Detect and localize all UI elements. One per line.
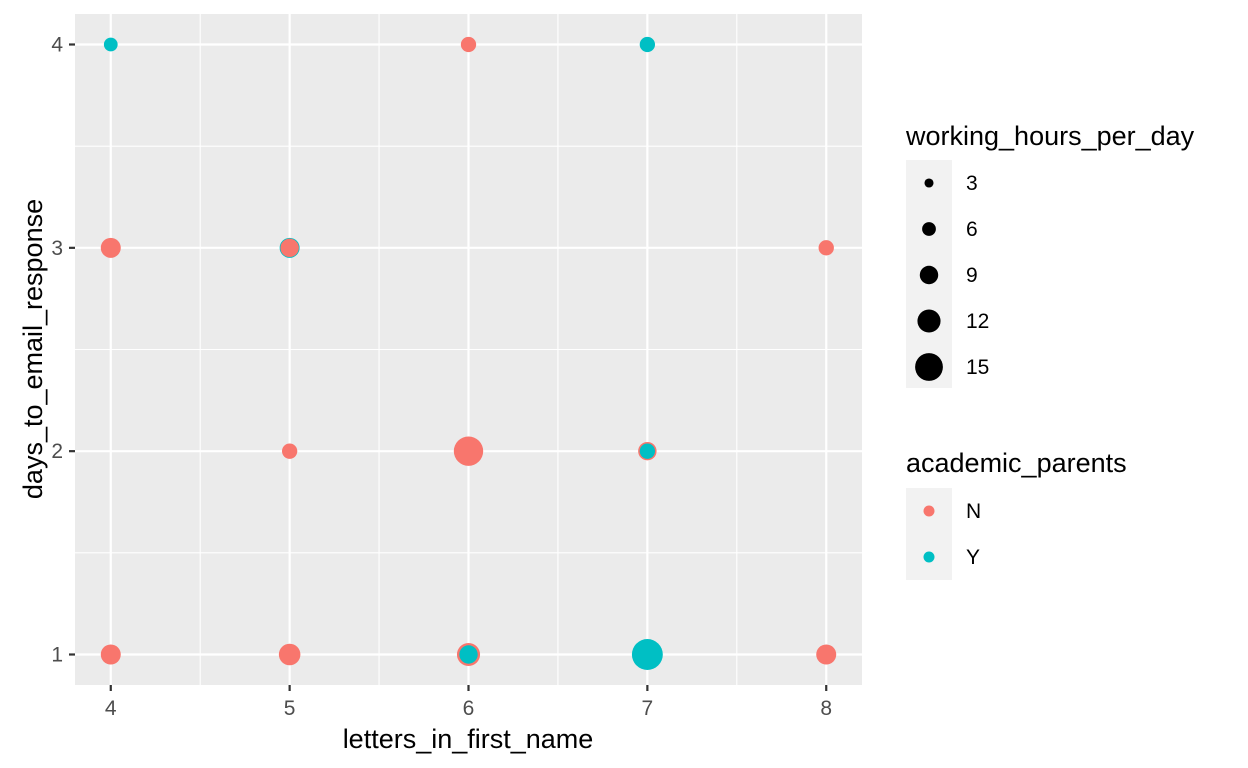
size-legend-title: working_hours_per_day <box>905 121 1195 151</box>
color-legend: academic_parents NY <box>906 448 1127 580</box>
data-point-n <box>816 644 837 665</box>
color-legend-key-n <box>923 505 935 517</box>
color-legend-key-y <box>923 551 935 563</box>
data-point-y <box>639 36 656 53</box>
y-tick-label: 3 <box>51 237 63 260</box>
data-point-n <box>278 643 301 666</box>
x-axis: 4 5 6 7 8 <box>105 685 832 720</box>
color-legend-title: academic_parents <box>906 448 1127 478</box>
size-legend: working_hours_per_day 3 6 9 12 15 <box>905 121 1195 388</box>
x-tick-label: 6 <box>463 697 475 720</box>
size-legend-label: 12 <box>966 310 989 333</box>
size-legend-key <box>922 222 936 236</box>
size-legend-key <box>919 265 939 285</box>
size-legend-key <box>924 178 934 188</box>
x-axis-title: letters_in_first_name <box>343 724 594 754</box>
data-points <box>100 36 837 670</box>
data-point-y <box>459 645 478 664</box>
x-tick-label: 8 <box>820 697 832 720</box>
data-point-n <box>100 644 121 665</box>
y-tick-label: 2 <box>51 440 63 463</box>
y-axis-title: days_to_email_response <box>18 199 48 499</box>
x-tick-label: 7 <box>642 697 654 720</box>
color-legend-key-background <box>906 488 952 580</box>
data-point-n <box>460 36 477 53</box>
y-axis: 1 2 3 4 <box>51 34 75 667</box>
size-legend-key <box>915 353 943 381</box>
color-legend-label: Y <box>966 546 980 569</box>
data-point-n <box>818 240 834 256</box>
data-point-n <box>280 238 299 258</box>
y-tick-label: 4 <box>51 34 63 57</box>
data-point-n <box>281 443 298 459</box>
data-point-n <box>453 436 484 466</box>
data-point-y <box>103 37 118 52</box>
size-legend-key <box>917 309 941 333</box>
y-tick-label: 1 <box>51 644 63 667</box>
data-point-n <box>100 237 121 258</box>
data-point-y <box>639 443 656 459</box>
color-legend-label: N <box>966 500 981 523</box>
size-legend-label: 6 <box>966 218 978 241</box>
size-legend-label: 9 <box>966 264 978 287</box>
data-point-y <box>631 639 663 670</box>
size-legend-label: 3 <box>966 172 978 195</box>
x-tick-label: 4 <box>105 697 117 720</box>
x-tick-label: 5 <box>284 697 296 720</box>
size-legend-label: 15 <box>966 356 989 379</box>
